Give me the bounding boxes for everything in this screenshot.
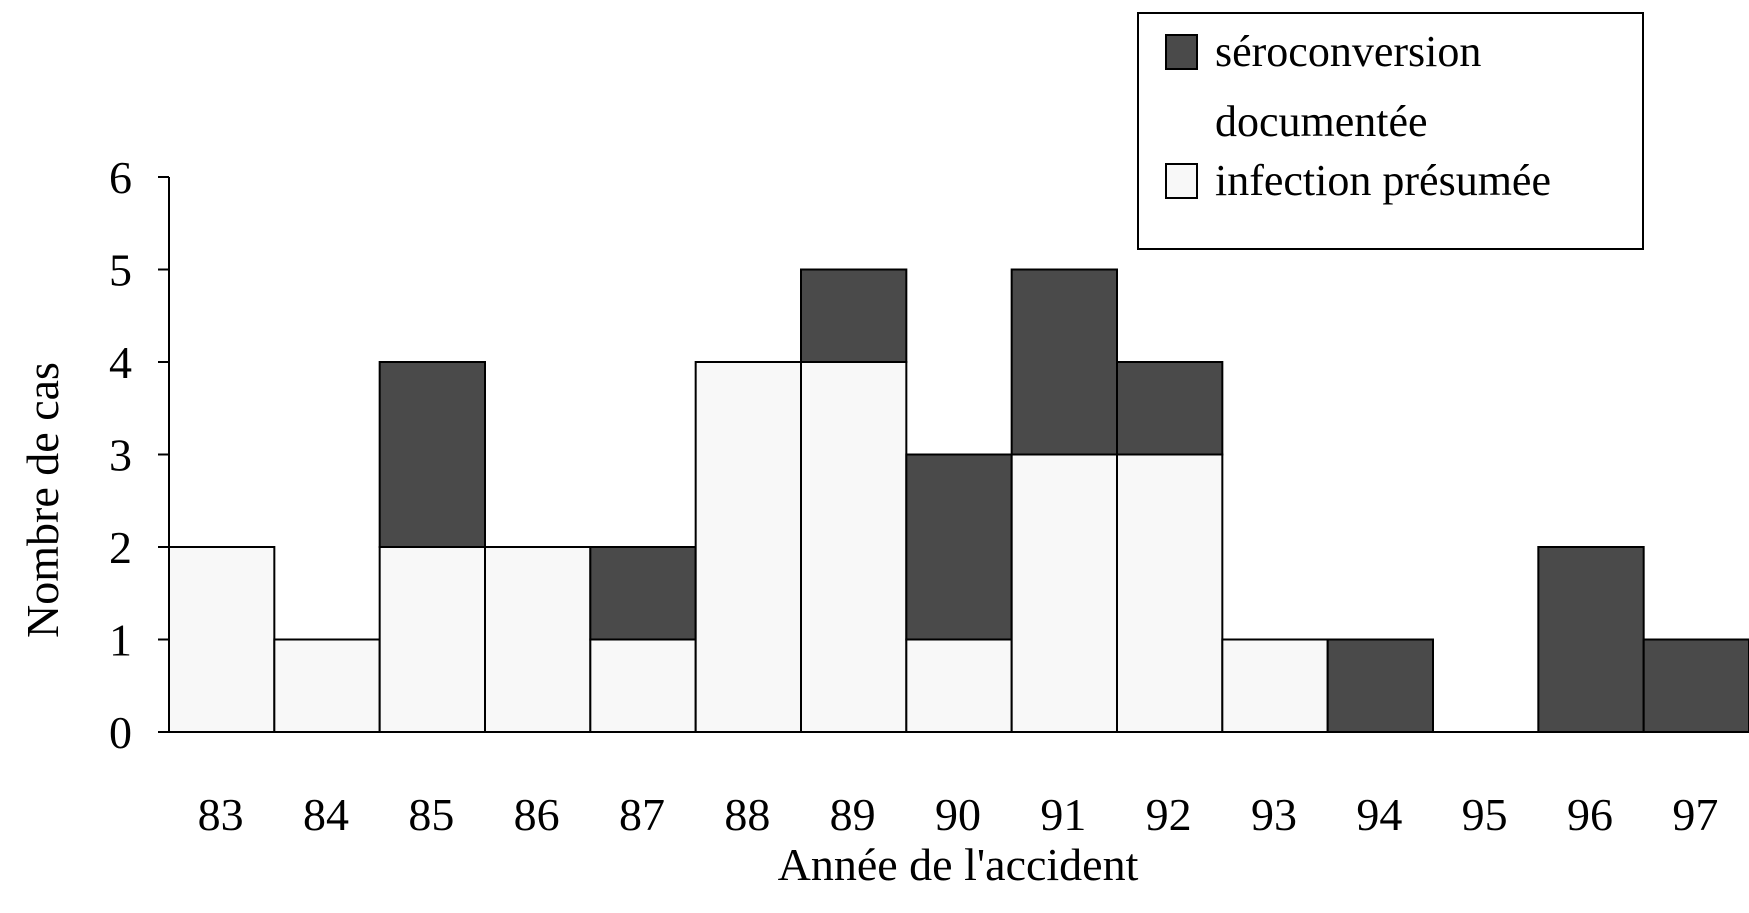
bar-seroconversion-89 [800,268,908,363]
x-tick-label: 85 [408,789,454,840]
x-tick-label: 94 [1356,789,1402,840]
x-tick-label: 83 [198,789,244,840]
bar-seroconversion-94 [1326,638,1434,733]
bar-infection-85 [378,546,486,733]
x-tick-label: 86 [514,789,560,840]
y-tick-label: 0 [109,707,132,758]
bar-seroconversion-87 [589,546,697,641]
bar-seroconversion-91 [1010,268,1119,456]
y-tick-label: 6 [109,152,132,203]
y-tick-label: 4 [109,337,132,388]
bar-seroconversion-90 [905,453,1013,641]
bar-seroconversion-97 [1642,638,1749,733]
legend-label-seroconversion-line1: séroconversion [1215,27,1481,76]
bar-seroconversion-85 [378,361,486,548]
bar-infection-86 [484,546,592,733]
bars-group [168,268,1749,733]
x-tick-label: 91 [1040,789,1086,840]
legend-swatch-seroconversion [1165,34,1198,70]
bar-infection-83 [168,546,276,733]
legend-box [1137,12,1644,250]
bar-seroconversion-92 [1116,361,1224,456]
bar-seroconversion-96 [1537,546,1645,733]
bar-infection-92 [1116,453,1224,733]
y-axis: 0 1 2 3 4 5 6 [109,152,170,758]
y-tick-label: 5 [109,245,132,296]
x-tick-label: 84 [303,789,349,840]
legend-swatch-infection [1165,163,1198,199]
legend: séroconversion documentée infection prés… [1137,12,1644,250]
legend-label-infection: infection présumée [1215,156,1551,205]
x-tick-label: 89 [830,789,876,840]
x-tick-label: 92 [1146,789,1192,840]
bar-infection-91 [1010,453,1119,733]
x-tick-label: 87 [619,789,665,840]
x-tick-label: 97 [1672,789,1718,840]
x-tick-label: 90 [935,789,981,840]
y-axis-title: Nombre de cas [17,362,68,638]
x-tick-label: 93 [1251,789,1297,840]
legend-label-seroconversion-line2: documentée [1215,97,1428,146]
bar-infection-93 [1221,638,1329,733]
bar-infection-88 [694,361,803,733]
x-tick-label: 95 [1462,789,1508,840]
y-tick-label: 3 [109,430,132,481]
y-tick-label: 1 [109,615,132,666]
bar-infection-89 [800,361,908,733]
x-axis: 83 84 85 86 87 88 89 90 91 92 93 94 95 96 97 [169,731,1749,840]
x-tick-label: 88 [724,789,770,840]
y-tick-label: 2 [109,522,132,573]
bar-infection-87 [589,638,697,733]
bar-infection-90 [905,638,1013,733]
x-tick-label: 96 [1567,789,1613,840]
x-axis-title: Année de l'accident [778,839,1139,890]
bar-infection-84 [273,638,381,733]
